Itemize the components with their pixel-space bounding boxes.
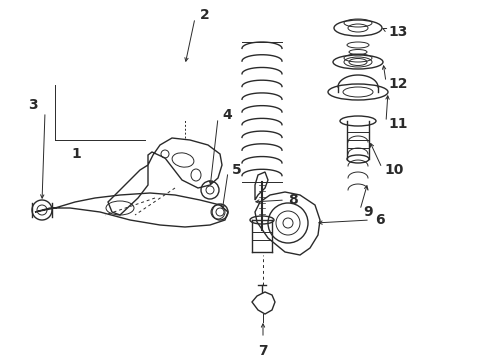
Text: 4: 4 (222, 108, 232, 122)
Text: 6: 6 (375, 213, 385, 227)
Text: 1: 1 (71, 147, 81, 161)
Text: 13: 13 (388, 25, 407, 39)
Text: 2: 2 (200, 8, 210, 22)
Text: 10: 10 (384, 163, 403, 177)
Text: 9: 9 (363, 205, 372, 219)
Text: 8: 8 (288, 193, 298, 207)
Text: 11: 11 (388, 117, 408, 131)
Text: 12: 12 (388, 77, 408, 91)
Text: 5: 5 (232, 163, 242, 177)
Text: 3: 3 (28, 98, 38, 112)
Text: 7: 7 (258, 344, 268, 358)
